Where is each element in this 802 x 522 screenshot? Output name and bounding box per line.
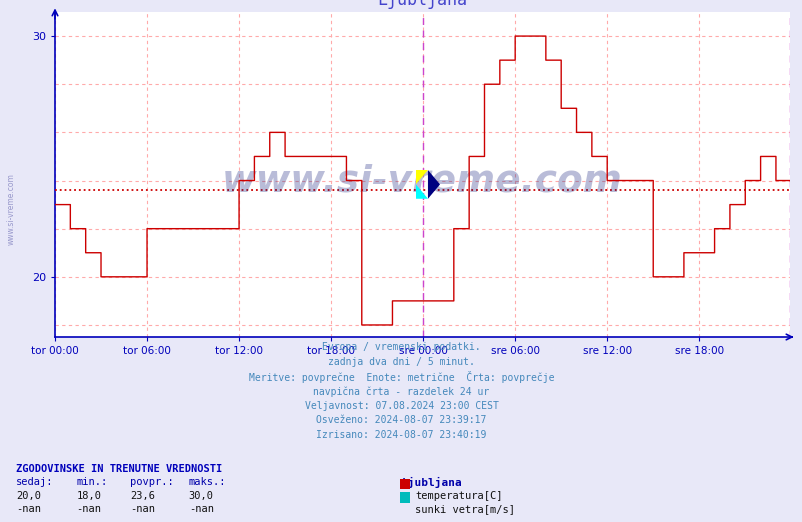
Text: temperatura[C]: temperatura[C] (415, 491, 502, 501)
Polygon shape (415, 170, 427, 184)
Text: min.:: min.: (76, 477, 107, 487)
Text: 20,0: 20,0 (16, 491, 41, 501)
Text: Meritve: povprečne  Enote: metrične  Črta: povprečje: Meritve: povprečne Enote: metrične Črta:… (249, 372, 553, 384)
Text: ZGODOVINSKE IN TRENUTNE VREDNOSTI: ZGODOVINSKE IN TRENUTNE VREDNOSTI (16, 464, 222, 473)
Text: 23,6: 23,6 (130, 491, 155, 501)
Text: -nan: -nan (188, 504, 213, 514)
Polygon shape (415, 184, 427, 199)
Text: Osveženo: 2024-08-07 23:39:17: Osveženo: 2024-08-07 23:39:17 (316, 416, 486, 425)
Text: www.si-vreme.com: www.si-vreme.com (222, 163, 622, 199)
Text: Evropa / vremenski podatki.: Evropa / vremenski podatki. (322, 342, 480, 352)
Polygon shape (427, 170, 439, 199)
Text: povpr.:: povpr.: (130, 477, 173, 487)
Text: -nan: -nan (16, 504, 41, 514)
Text: -nan: -nan (130, 504, 155, 514)
Text: 18,0: 18,0 (76, 491, 101, 501)
Text: zadnja dva dni / 5 minut.: zadnja dva dni / 5 minut. (328, 357, 474, 367)
Text: sunki vetra[m/s]: sunki vetra[m/s] (415, 504, 515, 514)
Text: navpična črta - razdelek 24 ur: navpična črta - razdelek 24 ur (313, 386, 489, 397)
Text: sedaj:: sedaj: (16, 477, 54, 487)
Text: 30,0: 30,0 (188, 491, 213, 501)
Text: Ljubljana: Ljubljana (401, 477, 462, 488)
Text: Veljavnost: 07.08.2024 23:00 CEST: Veljavnost: 07.08.2024 23:00 CEST (304, 401, 498, 411)
Text: maks.:: maks.: (188, 477, 226, 487)
Text: www.si-vreme.com: www.si-vreme.com (6, 173, 15, 245)
Text: Izrisano: 2024-08-07 23:40:19: Izrisano: 2024-08-07 23:40:19 (316, 430, 486, 440)
Text: -nan: -nan (76, 504, 101, 514)
Title: Ljubljana: Ljubljana (377, 0, 467, 9)
